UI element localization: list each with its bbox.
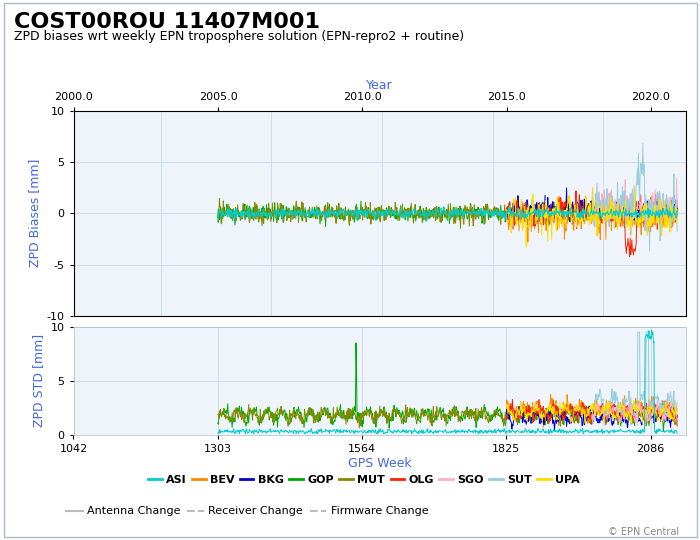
X-axis label: GPS Week: GPS Week bbox=[348, 456, 412, 469]
Y-axis label: ZPD STD [mm]: ZPD STD [mm] bbox=[32, 334, 45, 427]
X-axis label: Year: Year bbox=[366, 79, 393, 92]
Y-axis label: ZPD Biases [mm]: ZPD Biases [mm] bbox=[28, 159, 41, 267]
Text: © EPN Central: © EPN Central bbox=[608, 527, 679, 537]
Legend: ASI, BEV, BKG, GOP, MUT, OLG, SGO, SUT, UPA: ASI, BEV, BKG, GOP, MUT, OLG, SGO, SUT, … bbox=[144, 471, 584, 490]
Legend: Antenna Change, Receiver Change, Firmware Change: Antenna Change, Receiver Change, Firmwar… bbox=[62, 502, 433, 521]
Text: ZPD biases wrt weekly EPN troposphere solution (EPN-repro2 + routine): ZPD biases wrt weekly EPN troposphere so… bbox=[14, 30, 464, 43]
Text: COST00ROU 11407M001: COST00ROU 11407M001 bbox=[14, 12, 320, 32]
